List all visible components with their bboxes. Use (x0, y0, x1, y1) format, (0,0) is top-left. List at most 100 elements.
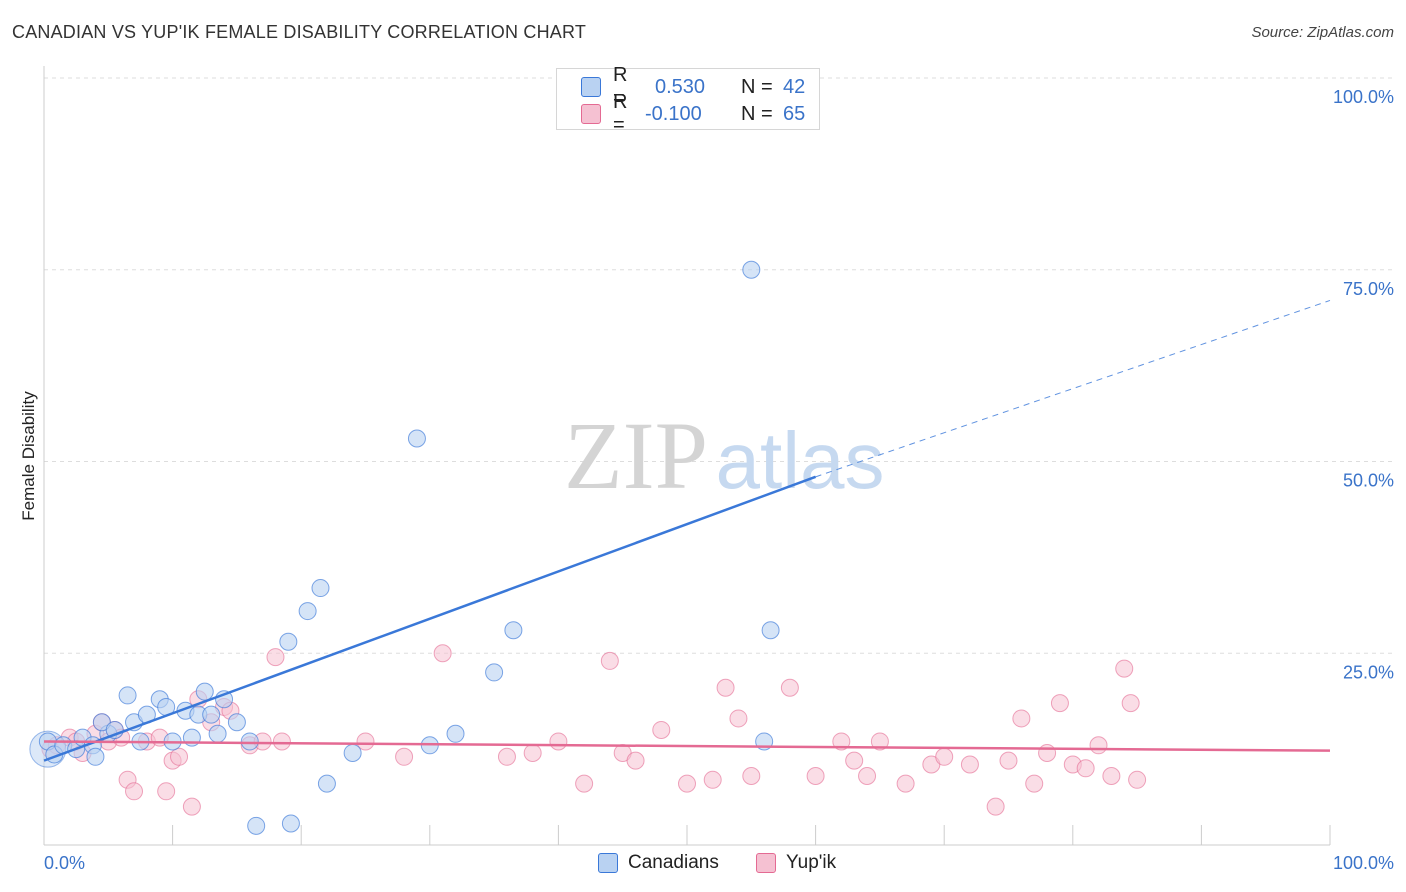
canadians-point (485, 663, 504, 682)
x-tick-label-min: 0.0% (44, 853, 85, 873)
x-tick-label-max: 100.0% (1333, 853, 1394, 873)
canadians-point (208, 724, 227, 743)
yupik-point (1121, 694, 1140, 713)
r-label: R = (613, 64, 628, 109)
yupik-point (960, 755, 979, 774)
canadians-point (317, 774, 336, 793)
watermark-atlas: atlas (716, 416, 885, 505)
yupik-point (729, 709, 748, 728)
canadians-point (742, 260, 761, 279)
yupik-trend-line (43, 740, 1331, 752)
yupik-point (716, 678, 735, 697)
n-value: 42 (783, 75, 806, 98)
canadians-trend-extension (815, 299, 1331, 478)
canadians-point (311, 579, 330, 598)
gridlines (44, 77, 1394, 654)
yupik-point (626, 751, 645, 770)
yupik-point (935, 747, 954, 766)
yupik-point (170, 747, 189, 766)
yupik-point (1115, 659, 1134, 678)
blue-swatch-icon (598, 853, 618, 873)
yupik-point (1102, 766, 1121, 785)
source-credit: Source: ZipAtlas.com (1251, 24, 1394, 41)
stats-legend: R = 0.530 N = 42 R = -0.100 N = 65 (556, 64, 820, 136)
yupik-point (549, 732, 568, 751)
canadians-trend-line (43, 475, 817, 762)
pink-swatch-icon (581, 104, 601, 124)
yupik-point (157, 782, 176, 801)
yupik-point (678, 774, 696, 793)
canadians-point (195, 682, 214, 701)
yupik-point (703, 770, 722, 789)
legend-item-canadians[interactable]: Canadians (598, 852, 719, 874)
axes (43, 66, 1331, 846)
yupik-point (600, 651, 619, 670)
canadians-point (202, 705, 221, 724)
canadians-point (279, 632, 298, 651)
r-value: 0.530 (655, 75, 706, 98)
r-label: R = (613, 91, 628, 136)
chart-title: CANADIAN VS YUP'IK FEMALE DISABILITY COR… (12, 22, 587, 42)
legend-row-yupik: R = -0.100 N = 65 (581, 91, 806, 136)
yupik-point (845, 751, 864, 770)
legend-label-canadians: Canadians (628, 852, 719, 873)
yupik-point (1025, 774, 1044, 793)
yupik-point (858, 766, 877, 785)
yupik-point (433, 644, 452, 663)
y-axis-label: Female Disability (19, 391, 38, 521)
yupik-point (395, 747, 414, 766)
canadians-point (86, 747, 105, 766)
yupik-point (356, 732, 375, 751)
canadians-point (407, 429, 426, 448)
canadians-point (118, 686, 137, 705)
yupik-point (896, 774, 915, 793)
yupik-point (832, 732, 851, 751)
yupik-point (1089, 736, 1108, 755)
yupik-point (182, 797, 201, 816)
canadians-point (504, 621, 523, 640)
pink-swatch-icon (756, 853, 776, 873)
yupik-point (266, 648, 285, 667)
blue-swatch-icon (581, 77, 601, 97)
legend-label-yupik: Yup'ik (786, 852, 837, 873)
yupik-point (806, 766, 825, 785)
canadians-point (298, 602, 317, 621)
yupik-point (999, 751, 1018, 770)
yupik-point (986, 797, 1005, 816)
yupik-points (41, 644, 1147, 816)
canadians-point (227, 713, 246, 732)
canadians-point (446, 724, 465, 743)
yupik-point (575, 774, 594, 793)
y-tick-label: 50.0% (1343, 471, 1394, 491)
trend-lines (43, 299, 1331, 762)
canadians-point (281, 814, 300, 833)
yupik-point (272, 732, 291, 751)
yupik-point (1050, 694, 1069, 713)
canadians-point (343, 743, 362, 762)
r-value: -0.100 (645, 102, 702, 125)
n-label: N = (741, 75, 773, 98)
yupik-point (1076, 759, 1095, 778)
watermark-zip: ZIP (564, 402, 708, 509)
legend-row-canadians: R = 0.530 N = 42 (581, 64, 806, 109)
yupik-point (652, 720, 671, 739)
yupik-point (1038, 743, 1057, 762)
canadians-point (761, 621, 780, 640)
yupik-point (742, 766, 761, 785)
canadians-point (240, 732, 259, 751)
yupik-point (497, 747, 516, 766)
n-label: N = (741, 102, 773, 125)
y-tick-label: 75.0% (1343, 279, 1394, 299)
yupik-point (870, 732, 889, 751)
legend-item-yupik[interactable]: Yup'ik (756, 852, 836, 874)
yupik-point (125, 782, 144, 801)
canadians-point (247, 816, 266, 835)
yupik-point (780, 678, 799, 697)
y-tick-labels: 100.0% 75.0% 50.0% 25.0% (1333, 87, 1394, 682)
n-value: 65 (783, 102, 806, 125)
y-tick-label: 100.0% (1333, 87, 1394, 107)
y-tick-label: 25.0% (1343, 662, 1394, 682)
yupik-point (523, 743, 542, 762)
yupik-point (1128, 770, 1147, 789)
